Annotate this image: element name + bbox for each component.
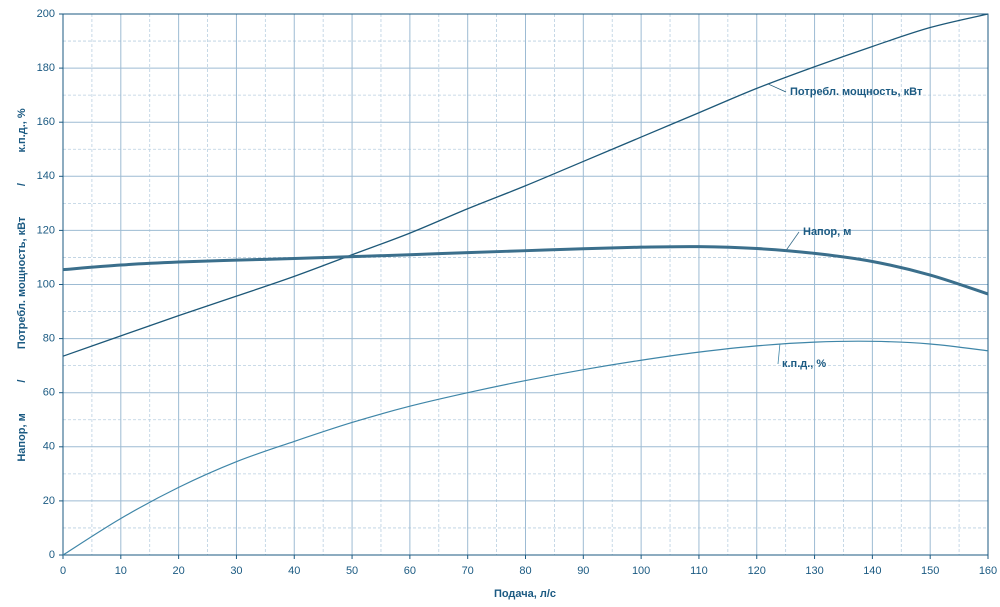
y-tick-label: 80 (43, 333, 55, 345)
series-line (62, 340, 989, 556)
leader-line (768, 83, 787, 93)
x-tick-label: 140 (863, 565, 881, 577)
y-tick-label: 180 (37, 62, 55, 74)
series-line (62, 13, 989, 357)
plot-frame (62, 13, 989, 556)
series-label: Напор, м (803, 226, 851, 238)
x-tick-label: 20 (173, 565, 185, 577)
y-axis-label: Напор, м / Потребл. мощность, кВт / к.п.… (16, 108, 28, 461)
x-tick-label: 70 (462, 565, 474, 577)
x-tick-label: 160 (979, 565, 997, 577)
y-tick-label: 60 (43, 387, 55, 399)
x-tick-label: 30 (230, 565, 242, 577)
x-tick-label: 110 (690, 565, 708, 577)
x-tick-label: 100 (632, 565, 650, 577)
leader-line (777, 344, 781, 365)
y-tick-label: 200 (37, 8, 55, 20)
y-tick-label: 140 (37, 170, 55, 182)
x-tick-label: 40 (288, 565, 300, 577)
series-label: к.п.д., % (782, 358, 826, 370)
x-axis-label: Подача, л/с (494, 588, 556, 600)
x-tick-label: 50 (346, 565, 358, 577)
y-tick-label: 160 (37, 116, 55, 128)
x-tick-label: 60 (404, 565, 416, 577)
series-line (62, 245, 989, 296)
x-tick-label: 130 (805, 565, 823, 577)
y-tick-label: 100 (37, 278, 55, 290)
x-tick-label: 80 (519, 565, 531, 577)
y-tick-label: 120 (37, 224, 55, 236)
x-tick-label: 10 (115, 565, 127, 577)
series-label: Потребл. мощность, кВт (790, 86, 923, 98)
y-tick-label: 20 (43, 495, 55, 507)
y-tick-label: 0 (49, 549, 55, 561)
y-tick-label: 40 (43, 441, 55, 453)
x-tick-label: 0 (60, 565, 66, 577)
x-tick-label: 150 (921, 565, 939, 577)
x-tick-label: 90 (577, 565, 589, 577)
x-tick-label: 120 (748, 565, 766, 577)
leader-line (785, 231, 800, 252)
